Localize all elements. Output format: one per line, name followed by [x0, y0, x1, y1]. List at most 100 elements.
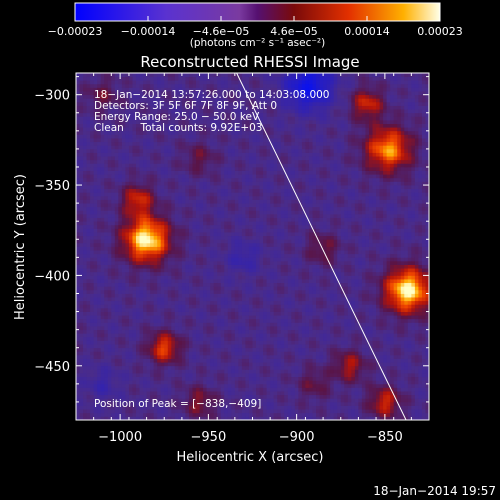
- heatmap-cell: [150, 412, 155, 417]
- heatmap-cell: [118, 300, 123, 305]
- heatmap-cell: [234, 210, 239, 215]
- heatmap-cell: [146, 141, 151, 146]
- heatmap-cell: [146, 83, 151, 88]
- heatmap-cell: [167, 148, 172, 153]
- heatmap-cell: [238, 282, 243, 287]
- heatmap-cell: [234, 83, 239, 88]
- heatmap-cell: [125, 326, 130, 331]
- heatmap-cell: [153, 336, 158, 341]
- heatmap-cell: [185, 203, 190, 208]
- heatmap-cell: [121, 159, 126, 164]
- heatmap-cell: [93, 94, 98, 99]
- heatmap-cell: [118, 398, 123, 403]
- heatmap-cell: [86, 347, 91, 352]
- heatmap-cell: [174, 275, 179, 280]
- heatmap-cell: [86, 163, 91, 168]
- heatmap-cell: [97, 210, 102, 215]
- heatmap-cell: [256, 340, 260, 345]
- heatmap-cell: [199, 351, 204, 356]
- heatmap-cell: [93, 246, 98, 251]
- heatmap-cell: [174, 307, 179, 312]
- heatmap-cell: [220, 188, 225, 193]
- heatmap-cell: [114, 268, 119, 273]
- heatmap-cell: [213, 391, 218, 396]
- heatmap-cell: [139, 181, 144, 186]
- heatmap-cell: [241, 401, 246, 406]
- heatmap-cell: [93, 250, 98, 255]
- heatmap-cell: [100, 174, 105, 179]
- heatmap-cell: [136, 91, 140, 96]
- heatmap-cell: [79, 119, 84, 124]
- heatmap-cell: [114, 344, 119, 349]
- heatmap-cell: [188, 358, 193, 363]
- heatmap-cell: [199, 264, 204, 269]
- heatmap-cell: [171, 224, 176, 229]
- heatmap-cell: [167, 76, 172, 81]
- heatmap-cell: [146, 326, 151, 331]
- heatmap-cell: [90, 206, 95, 211]
- heatmap-cell: [185, 109, 190, 114]
- heatmap-cell: [199, 275, 204, 280]
- heatmap-cell: [256, 195, 260, 200]
- heatmap-cell: [121, 246, 126, 251]
- heatmap-cell: [178, 365, 183, 370]
- heatmap-cell: [143, 127, 147, 132]
- heatmap-cell: [196, 311, 200, 316]
- heatmap-cell: [107, 322, 112, 327]
- heatmap-cell: [203, 83, 208, 88]
- heatmap-cell: [150, 152, 155, 157]
- heatmap-cell: [86, 148, 91, 153]
- heatmap-cell: [224, 145, 229, 150]
- heatmap-cell: [111, 101, 116, 106]
- heatmap-cell: [231, 253, 236, 258]
- heatmap-cell: [111, 354, 116, 359]
- heatmap-cell: [104, 203, 109, 208]
- heatmap-cell: [100, 318, 105, 323]
- heatmap-cell: [234, 177, 239, 182]
- heatmap-cell: [104, 156, 109, 161]
- heatmap-cell: [245, 347, 250, 352]
- heatmap-cell: [192, 224, 197, 229]
- heatmap-cell: [132, 412, 137, 417]
- heatmap-cell: [210, 383, 215, 388]
- heatmap-cell: [241, 246, 246, 251]
- heatmap-cell: [227, 358, 232, 363]
- heatmap-cell: [256, 369, 260, 374]
- heatmap-cell: [196, 318, 200, 323]
- heatmap-cell: [157, 127, 162, 132]
- heatmap-cell: [256, 213, 260, 218]
- heatmap-cell: [97, 138, 102, 143]
- heatmap-cell: [83, 318, 87, 323]
- heatmap-cell: [224, 152, 229, 157]
- heatmap-cell: [86, 264, 91, 269]
- heatmap-cell: [118, 242, 123, 247]
- heatmap-cell: [213, 282, 218, 287]
- heatmap-cell: [206, 311, 211, 316]
- heatmap-cell: [164, 83, 169, 88]
- heatmap-cell: [125, 181, 130, 186]
- heatmap-cell: [128, 73, 133, 78]
- heatmap-cell: [139, 148, 144, 153]
- heatmap-cell: [121, 318, 126, 323]
- heatmap-cell: [199, 250, 204, 255]
- heatmap-cell: [188, 336, 193, 341]
- heatmap-cell: [136, 98, 140, 103]
- heatmap-cell: [83, 394, 87, 399]
- heatmap-cell: [210, 394, 215, 399]
- heatmap-cell: [150, 318, 155, 323]
- heatmap-cell: [196, 109, 200, 114]
- heatmap-cell: [132, 94, 137, 99]
- heatmap-cell: [210, 380, 215, 385]
- heatmap-cell: [248, 394, 253, 399]
- heatmap-cell: [248, 282, 253, 287]
- heatmap-cell: [118, 195, 123, 200]
- heatmap-cell: [128, 148, 133, 153]
- heatmap-cell: [104, 398, 109, 403]
- heatmap-cell: [111, 123, 116, 128]
- heatmap-cell: [196, 333, 200, 338]
- heatmap-cell: [185, 322, 190, 327]
- heatmap-cell: [125, 369, 130, 374]
- heatmap-cell: [206, 369, 211, 374]
- heatmap-cell: [206, 116, 211, 121]
- heatmap-cell: [210, 271, 215, 276]
